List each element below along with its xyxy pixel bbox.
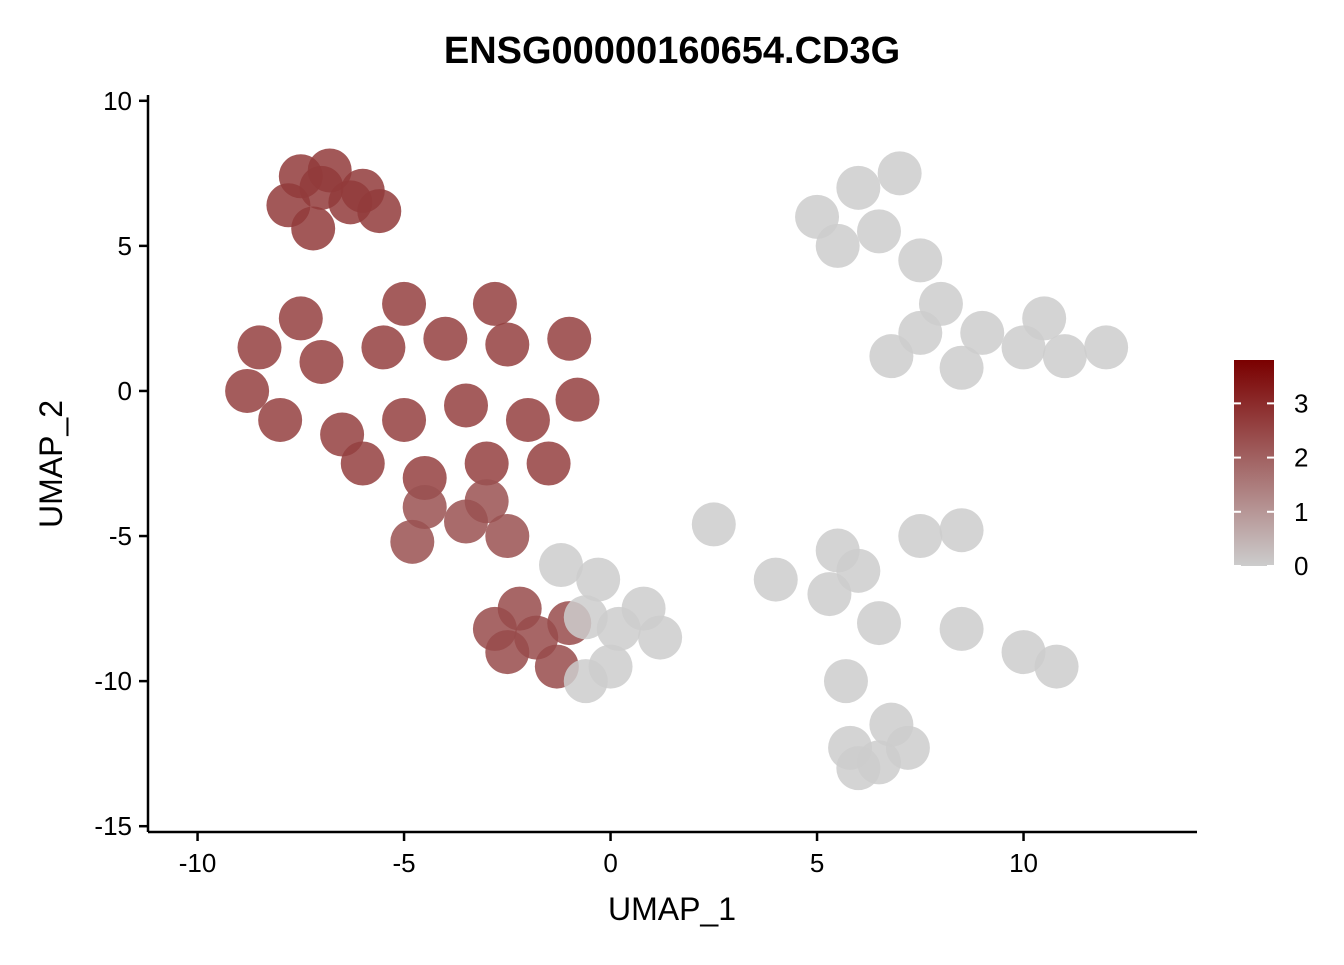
cell-point — [390, 519, 435, 564]
cell-point — [485, 322, 530, 367]
cell-point — [691, 502, 736, 547]
cell-point — [563, 659, 608, 704]
cell-point — [485, 514, 530, 559]
cell-point — [402, 485, 447, 530]
legend-ticks: 0 1 2 3 — [1234, 388, 1308, 581]
cell-point — [856, 209, 901, 254]
cell-point — [877, 151, 922, 196]
y-tick-label: -15 — [94, 811, 132, 841]
cell-cluster — [225, 281, 600, 501]
cell-point — [464, 479, 509, 524]
cell-point — [538, 543, 583, 588]
cell-point — [898, 310, 943, 355]
cell-point — [237, 325, 282, 370]
cell-cluster — [538, 543, 683, 704]
x-tick-label: 10 — [1009, 848, 1038, 878]
cell-point — [815, 223, 860, 268]
cell-point — [307, 148, 352, 193]
cell-point — [807, 572, 852, 617]
cell-point — [526, 441, 571, 486]
cell-point — [939, 508, 984, 553]
cell-point — [960, 310, 1005, 355]
cell-point — [299, 339, 344, 384]
cell-point — [382, 397, 427, 442]
cell-point — [823, 659, 868, 704]
y-tick-label: -10 — [94, 666, 132, 696]
cell-point — [382, 281, 427, 326]
cell-point — [898, 238, 943, 283]
legend-colorbar — [1234, 360, 1274, 566]
cell-point — [444, 383, 489, 428]
cell-point — [225, 368, 270, 413]
cell-point — [423, 316, 468, 361]
y-axis-label: UMAP_2 — [33, 400, 69, 528]
x-tick-label: -10 — [179, 848, 217, 878]
cell-point — [1022, 296, 1067, 341]
cell-point — [472, 606, 517, 651]
y-tick-label: 5 — [118, 231, 132, 261]
cell-cluster — [823, 659, 930, 791]
cell-point — [869, 702, 914, 747]
chart-title: ENSG00000160654.CD3G — [444, 30, 900, 72]
x-axis-label: UMAP_1 — [608, 891, 736, 927]
cell-point — [472, 281, 517, 326]
cell-cluster — [390, 479, 530, 564]
cell-point — [464, 441, 509, 486]
cell-point — [898, 514, 943, 559]
cell-point — [1001, 630, 1046, 675]
cell-point — [576, 557, 621, 602]
cell-point — [555, 377, 600, 422]
cell-point — [939, 606, 984, 651]
cell-point — [278, 296, 323, 341]
cell-point — [638, 615, 683, 660]
cell-point — [856, 601, 901, 646]
legend-tick-label: 1 — [1294, 497, 1308, 527]
cell-point — [1084, 325, 1129, 370]
cell-point — [1042, 334, 1087, 379]
legend-tick-label: 0 — [1294, 551, 1308, 581]
cell-point — [258, 397, 303, 442]
y-axis-ticks: -15 -10 -5 0 5 10 — [94, 86, 148, 841]
cell-point — [753, 557, 798, 602]
cell-point — [340, 441, 385, 486]
cell-cluster — [691, 502, 1079, 689]
legend-tick-label: 2 — [1294, 443, 1308, 473]
cell-point — [836, 165, 881, 210]
cell-point — [1034, 644, 1079, 689]
y-tick-label: 0 — [118, 376, 132, 406]
cell-point — [361, 325, 406, 370]
cell-point — [939, 345, 984, 390]
cell-point — [547, 316, 592, 361]
x-tick-label: 5 — [810, 848, 824, 878]
cell-cluster — [795, 151, 1129, 390]
cell-point — [836, 746, 881, 791]
x-axis-ticks: -10 -5 0 5 10 — [179, 832, 1038, 878]
legend-tick-label: 3 — [1294, 388, 1308, 418]
scatter-points — [225, 148, 1129, 791]
cell-cluster — [266, 148, 402, 251]
y-tick-label: 10 — [103, 86, 132, 116]
cell-point — [340, 168, 385, 213]
color-legend: 0 1 2 3 — [1234, 360, 1308, 581]
cell-point — [505, 397, 550, 442]
cell-point — [563, 595, 608, 640]
cell-point — [291, 206, 336, 251]
x-tick-label: 0 — [603, 848, 617, 878]
y-tick-label: -5 — [109, 521, 132, 551]
x-tick-label: -5 — [392, 848, 415, 878]
